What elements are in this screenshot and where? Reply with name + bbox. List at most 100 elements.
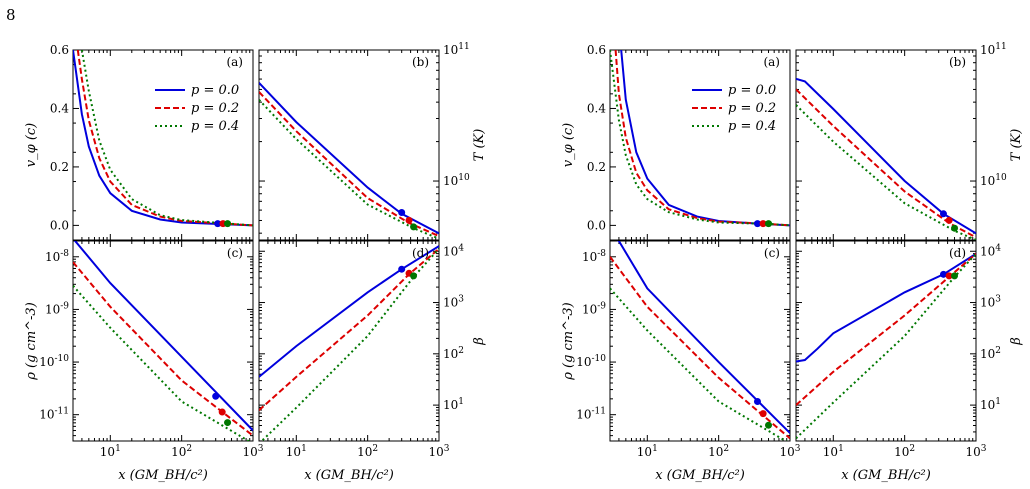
series-line-2: [73, 285, 251, 441]
panel-frame: [609, 49, 791, 241]
panel-tag: (c): [227, 246, 243, 260]
y-tick-label: 10-10: [576, 354, 606, 369]
sonic-point-marker: [398, 265, 406, 273]
legend-label: p = 0.4: [728, 119, 776, 134]
panel-left-b: 1010 1011 (b) T (K): [258, 42, 487, 241]
panel-left-a: 0.0 0.2 0.4 0.6 (a) v_φ (c) p = 0.0 p = 0.2 p = …: [24, 43, 254, 241]
sonic-point-marker: [214, 220, 222, 228]
y-tick-label: 1010: [980, 173, 1007, 188]
series-line-2: [610, 287, 788, 441]
sonic-point-marker: [398, 208, 406, 216]
y-tick-label: 104: [443, 243, 464, 258]
sonic-point-marker: [945, 216, 953, 224]
y-tick-label: 10-9: [45, 301, 69, 316]
series-line-0: [259, 245, 439, 378]
series-group: [73, 50, 253, 228]
x-tick-label: 102: [171, 444, 192, 459]
panel-tag: (a): [226, 55, 243, 69]
sonic-point-marker: [939, 210, 947, 218]
sonic-point-marker: [410, 223, 418, 231]
sonic-point-marker: [951, 224, 959, 232]
series-line-2: [259, 99, 439, 240]
sonic-point-marker: [753, 398, 761, 406]
x-tick-label: 101: [286, 444, 307, 459]
sonic-point-marker: [759, 410, 767, 418]
sonic-point-marker: [939, 270, 947, 278]
y-tick-label: 10-11: [576, 407, 606, 422]
y-tick-label: 0.6: [587, 43, 606, 57]
y-axis-label: T (K): [1009, 129, 1024, 162]
series-line-1: [610, 256, 790, 440]
panel-tag: (c): [764, 246, 780, 260]
series-line-2: [610, 50, 790, 227]
panel-tag: (a): [763, 55, 780, 69]
x-tick-label: 102: [708, 444, 729, 459]
panel-frame: [258, 49, 440, 241]
panel-right-c: 101 102 103 10-11 10-10 10-9 10-8 (c) ρ (g cm^-3…: [561, 240, 801, 483]
x-tick-label: 103: [428, 444, 449, 459]
sonic-point-marker: [224, 419, 232, 427]
sonic-point-marker: [765, 421, 773, 429]
series-line-1: [259, 247, 439, 411]
legend-label: p = 0.0: [728, 83, 776, 98]
y-tick-label: 102: [980, 346, 1001, 361]
series-group: [73, 241, 253, 441]
series-line-2: [796, 104, 976, 240]
series-line-2: [796, 253, 976, 440]
page-number: 8: [6, 6, 16, 24]
y-axis-label: T (K): [472, 129, 487, 162]
y-tick-label: 103: [980, 295, 1001, 310]
series-group: [610, 50, 790, 228]
panel-frame: [72, 240, 254, 442]
panel-tag: (b): [412, 55, 429, 69]
x-tick-label: 103: [242, 444, 263, 459]
y-tick-label: 102: [443, 346, 464, 361]
sonic-point-marker: [218, 408, 226, 416]
y-tick-label: 101: [980, 397, 1001, 412]
panel-frame: [795, 240, 977, 442]
series-line-1: [259, 91, 439, 238]
series-line-0: [73, 50, 253, 227]
series-line-0: [259, 82, 439, 235]
y-tick-label: 0.6: [50, 43, 69, 57]
y-tick-label: 101: [443, 397, 464, 412]
panel-right-b: 1010 1011 (b) T (K): [795, 42, 1024, 241]
sonic-point-marker: [224, 220, 232, 228]
series-line-1: [73, 261, 253, 437]
y-axis-label: v_φ (c): [24, 123, 39, 168]
x-axis-label: x (GM_BH/c²): [841, 468, 931, 483]
y-tick-label: 0.4: [50, 101, 69, 115]
x-tick-label: 101: [637, 444, 658, 459]
series-group: [259, 245, 439, 441]
panel-frame: [795, 49, 977, 241]
series-line-1: [796, 88, 976, 239]
legend-label: p = 0.4: [191, 119, 239, 134]
series-line-2: [260, 248, 439, 441]
x-axis-label: x (GM_BH/c²): [304, 468, 394, 483]
y-axis-label: β: [472, 337, 487, 346]
sonic-point-marker: [753, 220, 761, 228]
panel-tag: (b): [949, 55, 966, 69]
y-tick-label: 10-8: [582, 249, 606, 264]
x-tick-label: 101: [100, 444, 121, 459]
y-tick-label: 0.4: [587, 101, 606, 115]
series-line-0: [620, 50, 790, 227]
series-line-0: [73, 241, 253, 432]
y-tick-label: 1011: [980, 42, 1007, 57]
panel-frame: [72, 49, 254, 241]
y-tick-label: 10-9: [582, 301, 606, 316]
series-line-1: [76, 50, 253, 227]
y-axis-label: v_φ (c): [561, 123, 576, 168]
y-axis-label: β: [1009, 337, 1024, 346]
y-tick-label: 104: [980, 243, 1001, 258]
sonic-point-marker: [405, 216, 413, 224]
sonic-point-marker: [765, 220, 773, 228]
y-tick-label: 10-11: [39, 407, 69, 422]
legend-label: p = 0.2: [728, 101, 776, 116]
series-group: [796, 77, 976, 240]
sonic-point-marker: [945, 272, 953, 280]
legend-label: p = 0.2: [191, 101, 239, 116]
panel-left-c: 101 102 103 10-11 10-10 10-9 10-8 (c) ρ (g cm^-3…: [24, 240, 264, 483]
series-group: [796, 252, 976, 440]
y-tick-label: 0.0: [587, 218, 606, 232]
